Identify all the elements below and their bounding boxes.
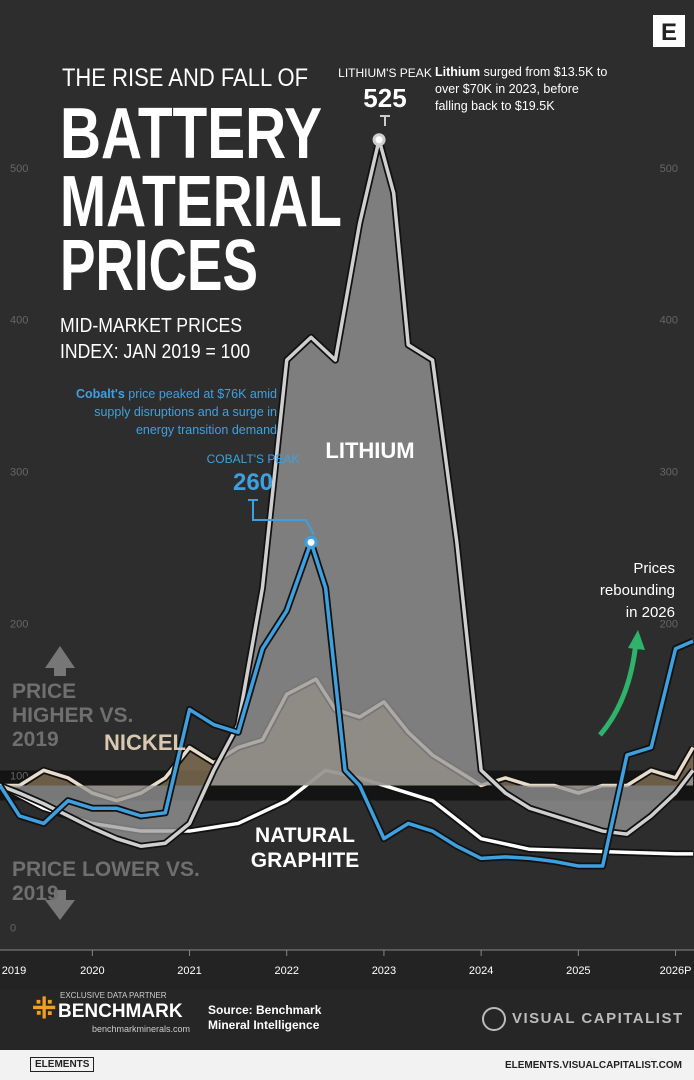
y-tick-label: 200 (660, 619, 678, 631)
y-tick-label: 300 (660, 467, 678, 479)
peak-marker (304, 535, 318, 549)
x-tick-label: 2022 (274, 965, 298, 977)
series-label: LITHIUM (325, 438, 414, 463)
note-text: price peaked at $76K amid supply disrupt… (94, 387, 277, 437)
rebound-arrow (598, 641, 639, 737)
lithium-bracket (380, 115, 390, 126)
line (0, 540, 694, 868)
x-axis-strip (0, 950, 694, 990)
rebound-arrow-head (628, 630, 645, 650)
publisher: VISUAL CAPITALIST (512, 1010, 684, 1027)
y-tick-label: 200 (10, 619, 28, 631)
series-label: NATURAL GRAPHITE (250, 824, 360, 872)
footer-bg (0, 990, 694, 1050)
logo-box (653, 15, 685, 47)
partner-mark: ⁜ (32, 993, 56, 1025)
peak-label: COBALT'S PEAK (207, 452, 300, 466)
cobalt-connector (252, 500, 315, 536)
higher-label: PRICE HIGHER VS. 2019 (12, 680, 134, 751)
index-note: INDEX: JAN 2019 = 100 (60, 341, 250, 363)
x-tick-label: 2025 (566, 965, 590, 977)
bottom-bar (0, 1050, 694, 1080)
note-lead: Lithium (435, 65, 481, 79)
subtitle: MID-MARKET PRICES (60, 315, 242, 337)
lower-label: PRICE LOWER VS. 2019 (12, 858, 200, 905)
source: Source: Benchmark Mineral Intelligence (208, 1003, 322, 1032)
x-tick-label: 2026P (660, 965, 692, 977)
title-line: PRICES (60, 226, 258, 306)
area (0, 139, 694, 847)
title-line: BATTERY (60, 94, 322, 174)
partner-label: EXCLUSIVE DATA PARTNER (60, 991, 167, 1000)
partner-url: benchmarkminerals.com (92, 1024, 191, 1034)
x-tick-label: 2019 (2, 965, 26, 977)
logo: E (661, 19, 677, 46)
y-tick-label: 500 (10, 163, 28, 175)
rebound-note: Prices rebounding in 2026 (599, 560, 675, 621)
partner: BENCHMARK (58, 1001, 183, 1022)
x-tick-label: 2023 (372, 965, 396, 977)
y-tick-label: 400 (660, 315, 678, 327)
peak-label: LITHIUM'S PEAK (338, 66, 432, 80)
note-lead: Cobalt's (75, 387, 125, 401)
cobalt-note: Cobalt's price peaked at $76K amid suppl… (62, 385, 277, 439)
x-tick-label: 2024 (469, 965, 493, 977)
lithium-note: Lithium surged from $13.5K to over $70K … (435, 64, 610, 115)
up-arrow (45, 646, 75, 676)
title-line: MATERIAL (60, 162, 342, 242)
vc-logo (482, 1007, 506, 1031)
y-tick-label: 500 (660, 163, 678, 175)
x-tick-label: 2020 (80, 965, 104, 977)
note-text: surged from $13.5K to over $70K in 2023,… (435, 65, 608, 113)
peak-value: 525 (363, 83, 406, 113)
line (0, 138, 694, 848)
y-tick-label: 400 (10, 315, 28, 327)
footer-url: ELEMENTS.VISUALCAPITALIST.COM (504, 1060, 682, 1071)
down-arrow (45, 890, 75, 920)
peak-marker (372, 133, 386, 147)
peak-value: 260 (233, 469, 273, 496)
y-tick-label: 300 (10, 467, 28, 479)
y-tick-label: 0 (10, 922, 16, 934)
elements-badge: ELEMENTS (30, 1057, 95, 1072)
x-tick-label: 2021 (177, 965, 201, 977)
kicker: THE RISE AND FALL OF (62, 64, 308, 92)
series-label: NICKEL (104, 730, 186, 755)
